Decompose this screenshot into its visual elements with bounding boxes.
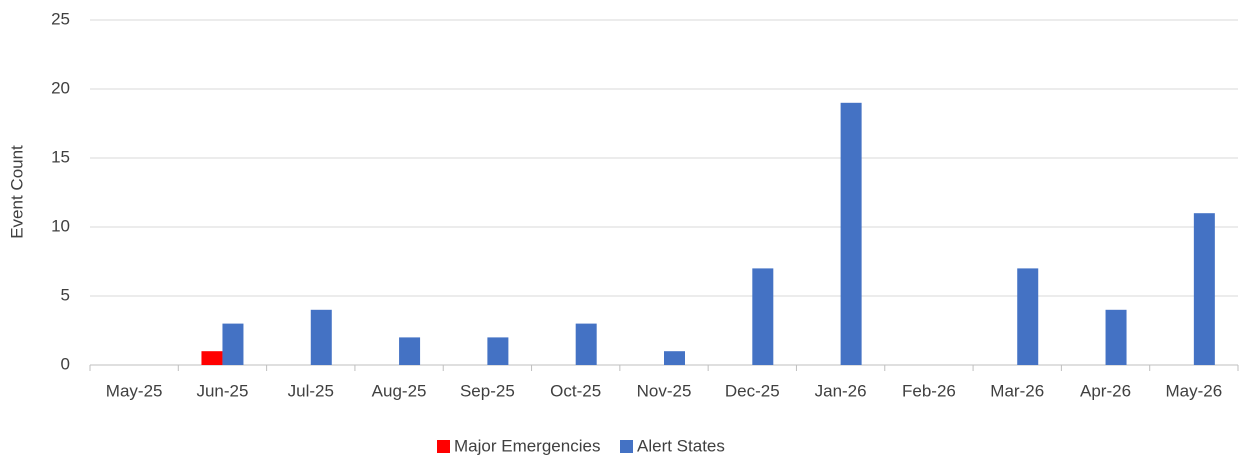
y-tick-label: 10 bbox=[51, 216, 70, 235]
bar bbox=[752, 268, 774, 365]
x-tick-label: Oct-25 bbox=[550, 381, 601, 400]
bar bbox=[664, 351, 685, 365]
x-tick-label: Jan-26 bbox=[815, 381, 867, 400]
x-tick-label: Feb-26 bbox=[902, 381, 956, 400]
legend-label: Major Emergencies bbox=[454, 436, 600, 455]
bar bbox=[201, 351, 223, 365]
bar bbox=[575, 323, 597, 365]
x-tick-label: Nov-25 bbox=[637, 381, 692, 400]
x-tick-label: Sep-25 bbox=[460, 381, 515, 400]
y-tick-label: 20 bbox=[51, 78, 70, 97]
x-tick-label: Mar-26 bbox=[990, 381, 1044, 400]
y-tick-label: 25 bbox=[51, 9, 70, 28]
x-tick-label: Apr-26 bbox=[1080, 381, 1131, 400]
bar bbox=[310, 309, 332, 365]
y-axis-label: Event Count bbox=[7, 145, 26, 239]
y-tick-label: 0 bbox=[61, 354, 70, 373]
x-tick-label: May-26 bbox=[1166, 381, 1223, 400]
x-tick-label: Jun-25 bbox=[196, 381, 248, 400]
x-tick-label: Dec-25 bbox=[725, 381, 780, 400]
x-tick-label: Aug-25 bbox=[372, 381, 427, 400]
bar bbox=[399, 337, 421, 365]
legend-swatch bbox=[620, 440, 633, 453]
bar bbox=[1193, 213, 1215, 365]
x-tick-label: Jul-25 bbox=[288, 381, 334, 400]
bar bbox=[222, 323, 244, 365]
x-tick-label: May-25 bbox=[106, 381, 163, 400]
legend-swatch bbox=[437, 440, 450, 453]
bar bbox=[487, 337, 509, 365]
y-tick-label: 15 bbox=[51, 147, 70, 166]
bar bbox=[1105, 309, 1127, 365]
bar bbox=[840, 102, 862, 366]
y-tick-label: 5 bbox=[61, 285, 70, 304]
legend-label: Alert States bbox=[637, 436, 725, 455]
bar bbox=[1017, 268, 1039, 365]
